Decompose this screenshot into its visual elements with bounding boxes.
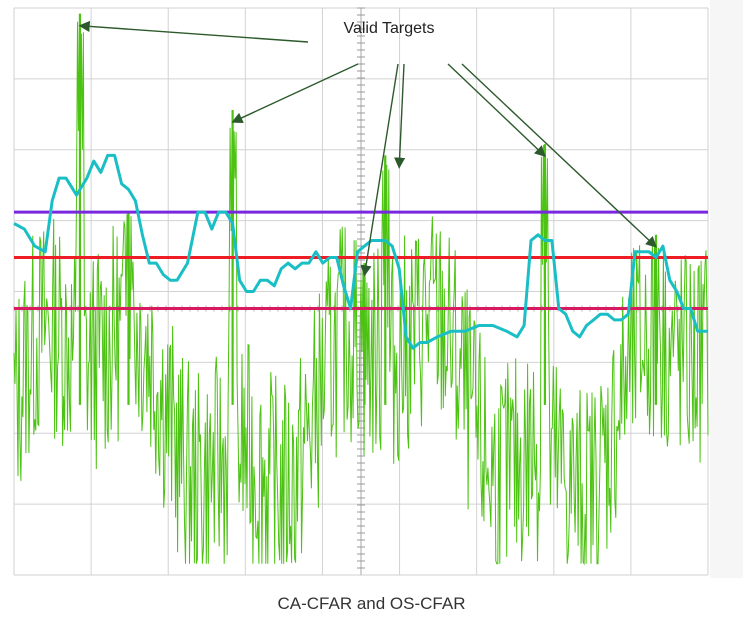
os-cfar-line [13, 153, 708, 350]
figure-caption: CA-CFAR and OS-CFAR [277, 594, 466, 613]
signal-line [13, 20, 709, 566]
annotation: Valid Targets [78, 20, 657, 277]
annotation-arrow [461, 63, 657, 248]
annotation-label: Valid Targets [343, 20, 434, 37]
annotation-arrow [360, 63, 399, 277]
annotation-arrow [394, 63, 406, 169]
os-cfar-threshold [13, 153, 708, 350]
threshold-lines [14, 210, 708, 311]
edge-strip [710, 0, 743, 578]
annotation-arrow [231, 63, 359, 124]
annotation-arrow [78, 20, 309, 43]
annotation-arrow [447, 63, 546, 158]
